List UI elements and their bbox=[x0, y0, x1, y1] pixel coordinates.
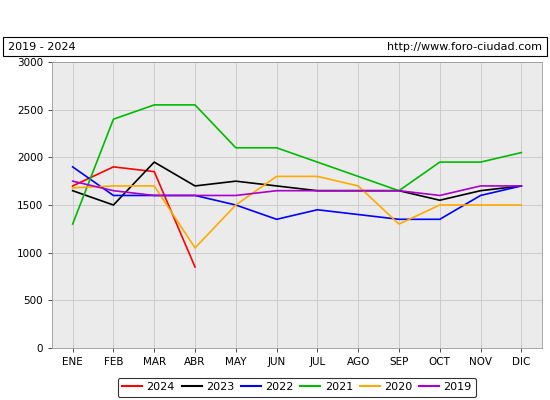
Text: http://www.foro-ciudad.com: http://www.foro-ciudad.com bbox=[387, 42, 542, 52]
Text: 2019 - 2024: 2019 - 2024 bbox=[8, 42, 76, 52]
Bar bbox=[3, 37, 547, 56]
Legend: 2024, 2023, 2022, 2021, 2020, 2019: 2024, 2023, 2022, 2021, 2020, 2019 bbox=[118, 378, 476, 397]
Text: Evolucion Nº Turistas Nacionales en el municipio de la Font de la Figuera: Evolucion Nº Turistas Nacionales en el m… bbox=[33, 12, 517, 24]
